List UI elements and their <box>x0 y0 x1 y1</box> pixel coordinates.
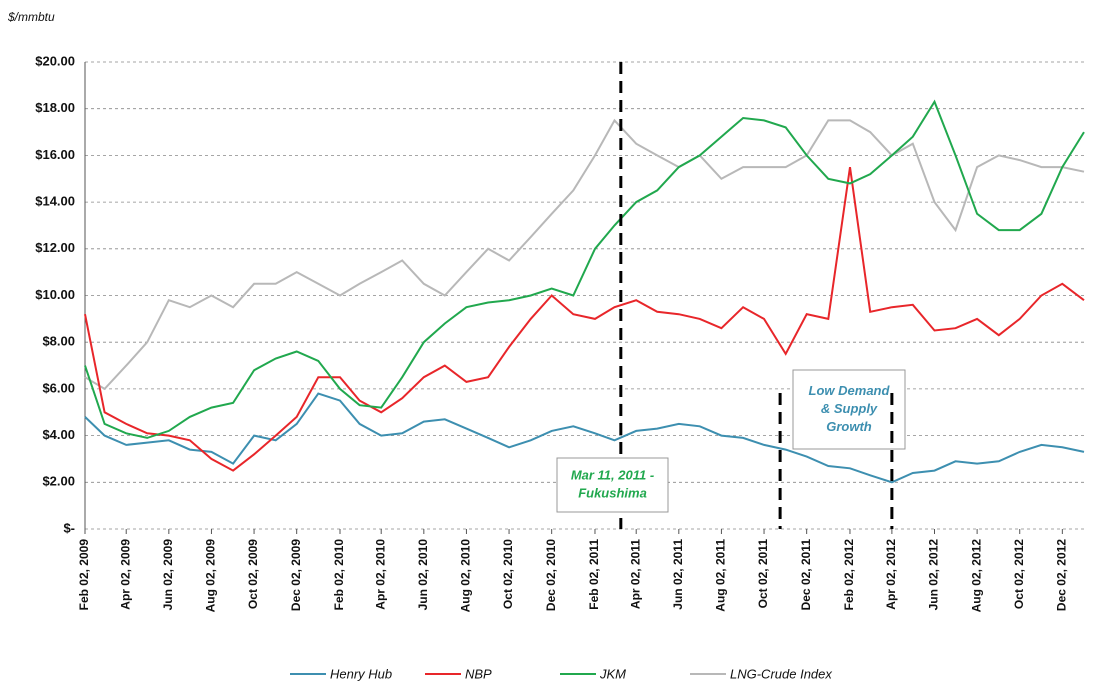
y-tick-label: $20.00 <box>35 53 75 68</box>
x-tick-label: Oct 02, 2012 <box>1012 539 1026 609</box>
series-line <box>84 118 1085 391</box>
annotation-box <box>792 369 906 450</box>
y-tick-label: $16.00 <box>35 147 75 162</box>
y-tick-label: $8.00 <box>42 334 75 349</box>
y-tick-label: $- <box>63 520 75 535</box>
y-tick-label: $18.00 <box>35 100 75 115</box>
x-tick-label: Oct 02, 2011 <box>756 539 770 609</box>
x-tick-label: Feb 02, 2009 <box>77 539 91 611</box>
x-tick-label: Dec 02, 2011 <box>799 539 813 611</box>
annotation-box <box>556 457 669 513</box>
y-tick-label: $2.00 <box>42 474 75 489</box>
x-tick-label: Dec 02, 2012 <box>1055 539 1069 611</box>
x-tick-label: Apr 02, 2010 <box>373 539 387 610</box>
x-tick-label: Aug 02, 2010 <box>459 539 473 613</box>
annotation-text: Fukushima <box>578 485 647 500</box>
y-tick-label: $10.00 <box>35 287 75 302</box>
legend-label: NBP <box>465 666 492 681</box>
x-tick-label: Oct 02, 2009 <box>246 539 260 609</box>
x-tick-label: Aug 02, 2012 <box>969 539 983 613</box>
annotation-text: Mar 11, 2011 - <box>571 467 654 482</box>
series-line <box>84 392 1085 484</box>
annotation-text: Growth <box>826 419 872 434</box>
x-tick-label: Apr 02, 2012 <box>884 539 898 610</box>
legend-label: JKM <box>599 666 626 681</box>
x-tick-label: Dec 02, 2010 <box>544 539 558 611</box>
x-tick-label: Oct 02, 2010 <box>501 539 515 609</box>
series-line <box>84 166 1085 472</box>
x-tick-label: Jun 02, 2011 <box>671 539 685 610</box>
x-tick-label: Jun 02, 2010 <box>416 539 430 611</box>
y-tick-label: $12.00 <box>35 240 75 255</box>
legend-label: Henry Hub <box>330 666 392 681</box>
x-tick-label: Feb 02, 2011 <box>587 539 601 610</box>
x-tick-label: Apr 02, 2009 <box>118 539 132 610</box>
y-tick-label: $6.00 <box>42 380 75 395</box>
x-tick-label: Aug 02, 2011 <box>714 539 728 612</box>
annotation-text: Low Demand <box>809 383 891 398</box>
y-tick-label: $4.00 <box>42 427 75 442</box>
y-axis-label: $/mmbtu <box>7 10 55 24</box>
x-tick-label: Feb 02, 2012 <box>842 539 856 611</box>
legend-label: LNG-Crude Index <box>730 666 832 681</box>
series-line <box>84 99 1085 439</box>
x-tick-label: Jun 02, 2012 <box>927 539 941 611</box>
x-tick-label: Aug 02, 2009 <box>204 539 218 613</box>
y-tick-label: $14.00 <box>35 194 75 209</box>
x-tick-label: Apr 02, 2011 <box>628 539 642 609</box>
annotation-text: & Supply <box>821 401 878 416</box>
x-tick-label: Feb 02, 2010 <box>332 539 346 611</box>
x-tick-label: Jun 02, 2009 <box>161 539 175 611</box>
x-tick-label: Dec 02, 2009 <box>289 539 303 611</box>
